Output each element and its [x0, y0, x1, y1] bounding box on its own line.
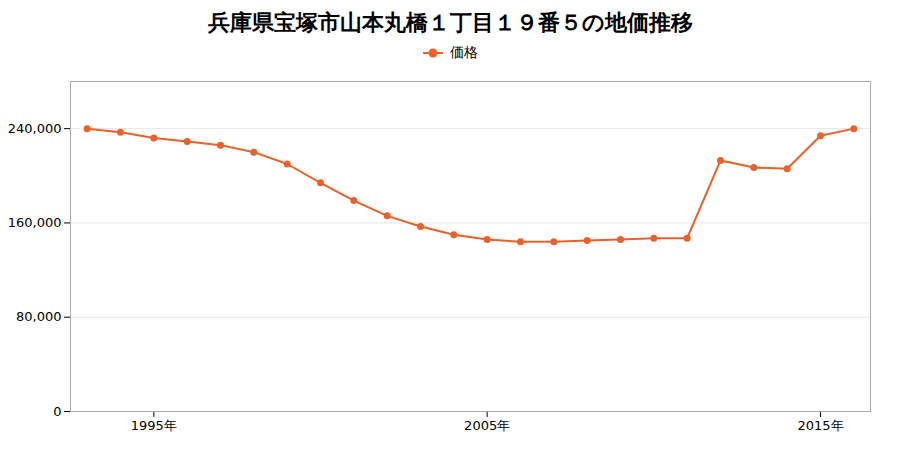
html-text:価格: 価格 [450, 44, 478, 60]
svg-text:240,000: 240,000 [8, 121, 62, 136]
svg-text:2005年: 2005年 [464, 418, 510, 433]
svg-text:2015年: 2015年 [797, 418, 843, 433]
svg-text:0: 0 [53, 404, 61, 419]
svg-text:80,000: 80,000 [16, 309, 62, 324]
svg-text:1995年: 1995年 [131, 418, 177, 433]
svg-text:160,000: 160,000 [8, 215, 62, 230]
html-text:兵庫県宝塚市山本丸橋１丁目１９番５の地価推移: 兵庫県宝塚市山本丸橋１丁目１９番５の地価推移 [207, 10, 693, 35]
